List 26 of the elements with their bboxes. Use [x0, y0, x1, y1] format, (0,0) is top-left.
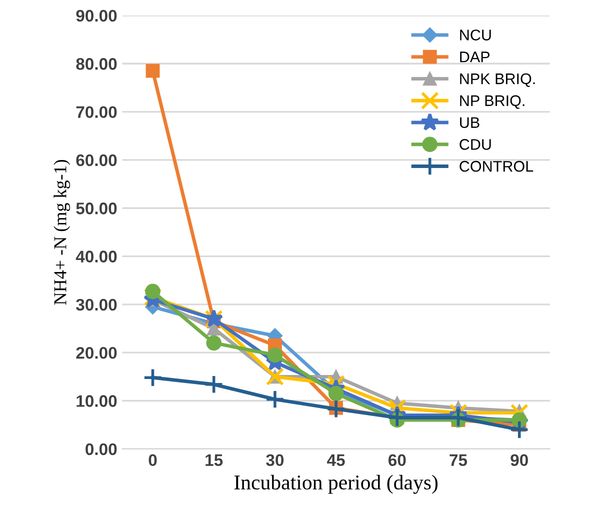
y-tick-label: 70.00	[76, 106, 117, 118]
y-tick-label: 90.00	[76, 10, 117, 22]
x-tick-label: 90	[510, 454, 528, 466]
legend-label: UB	[460, 117, 480, 128]
y-tick-label: 10.00	[76, 395, 117, 407]
x-tick-label: 0	[148, 454, 157, 466]
x-tick-label: 60	[388, 454, 406, 466]
y-tick-label: 20.00	[76, 347, 117, 359]
y-tick-label: 40.00	[76, 250, 117, 262]
x-tick-label: 45	[327, 454, 345, 466]
legend-label: NPK BRIQ.	[460, 73, 535, 87]
x-tick-label: 30	[266, 454, 284, 466]
y-tick-label: 50.00	[76, 202, 117, 214]
legend-label: CDU	[460, 139, 491, 150]
y-tick-label: 80.00	[76, 58, 117, 70]
legend-label: NP BRIQ.	[460, 95, 524, 109]
legend-label: NCU	[460, 30, 491, 40]
x-axis-title: Incubation period (days)	[234, 474, 438, 494]
x-tick-label: 15	[206, 454, 223, 466]
y-tick-label: 0.00	[86, 443, 117, 456]
legend-label: DAP	[460, 52, 490, 62]
x-tick-label: 75	[450, 454, 468, 466]
legend-label: CONTROL	[460, 160, 534, 172]
y-tick-label: 30.00	[76, 298, 117, 311]
y-axis-title: NH4+ -N (mg kg-1)	[54, 160, 70, 305]
y-tick-label: 60.00	[76, 154, 117, 166]
